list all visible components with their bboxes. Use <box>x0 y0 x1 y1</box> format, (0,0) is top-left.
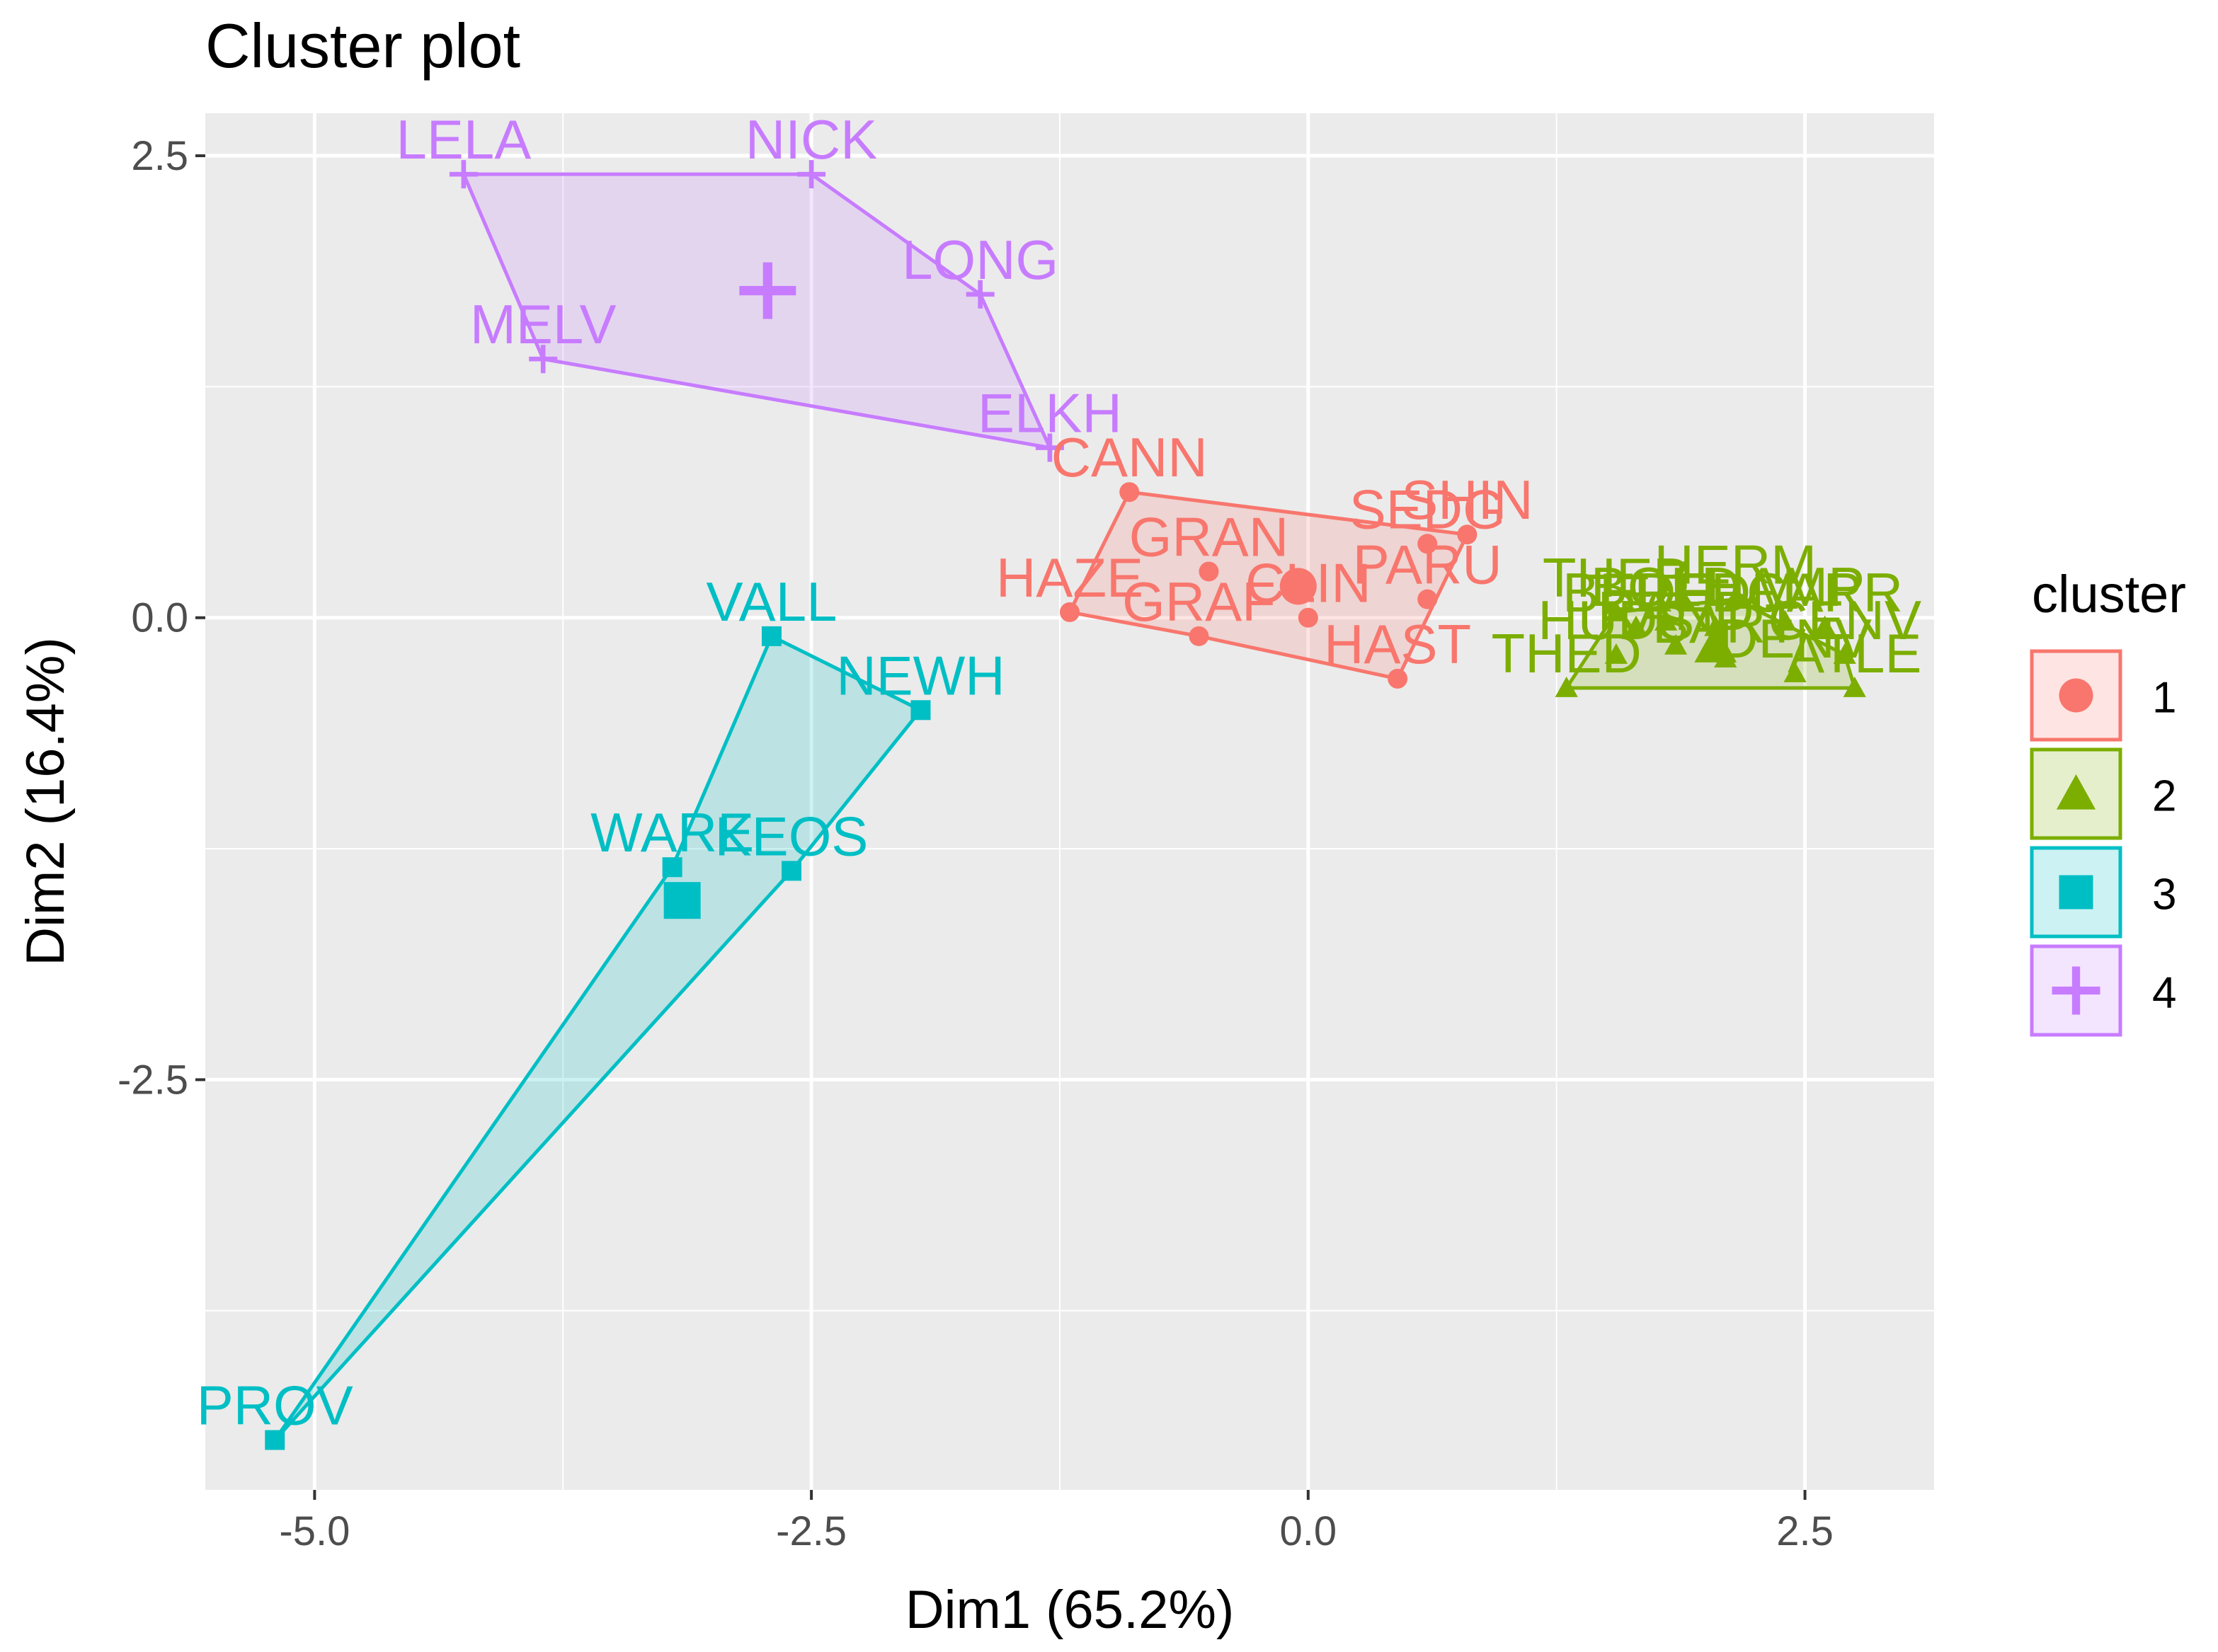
point-label-graf: GRAF <box>1122 570 1276 633</box>
legend-symbol-3 <box>2059 875 2093 910</box>
y-tick-label: 0.0 <box>131 595 188 641</box>
point-label-bedf: BEDF <box>1562 561 1710 624</box>
point-label-newh: NEWH <box>836 644 1005 706</box>
point-rand <box>1664 633 1688 655</box>
point-label-melv: MELV <box>470 293 617 355</box>
point-nick <box>797 160 826 189</box>
x-tick-label: 2.5 <box>1776 1508 1834 1554</box>
point-melv <box>529 345 558 374</box>
point-label-sedg: SEDG <box>1349 478 1506 540</box>
point-label-haze: HAZE <box>996 546 1143 609</box>
point-label-cenv: CENV <box>1768 589 1921 651</box>
point-haze <box>1060 602 1080 622</box>
legend-symbol-4 <box>2052 966 2100 1015</box>
point-vall <box>761 626 782 646</box>
point-label-long: LONG <box>902 229 1058 291</box>
centroid-cluster-4 <box>739 262 796 319</box>
point-label-clin: CLIN <box>1245 552 1371 614</box>
point-newh <box>910 700 931 721</box>
point-label-paru: PARU <box>1353 534 1502 596</box>
point-theb <box>1604 600 1628 621</box>
cluster-hulls <box>273 172 1857 1442</box>
point-label-nick: NICK <box>745 108 877 171</box>
point-label-thed: THED <box>1492 622 1642 684</box>
point-thed <box>1555 676 1578 697</box>
legend-label-3: 3 <box>2152 871 2176 919</box>
point-label-elkh: ELKH <box>978 382 1122 444</box>
chart-title: Cluster plot <box>205 11 521 81</box>
point-ware <box>662 857 682 878</box>
x-tick-label: -5.0 <box>279 1508 350 1554</box>
point-carr <box>1813 615 1836 636</box>
point-label-prov: PROV <box>197 1375 353 1437</box>
grid-lines <box>205 113 1934 1490</box>
legend-symbol-2 <box>2056 774 2096 810</box>
y-tick-label: -2.5 <box>118 1057 188 1103</box>
point-label-lela: LELA <box>396 108 531 171</box>
point-label-keos: KEOS <box>715 805 869 867</box>
point-huds <box>1604 643 1628 664</box>
point-label-rand: RAND <box>1598 580 1754 642</box>
point-label-vall: VALL <box>706 570 837 633</box>
y-axis-title: Dim2 (16.4%) <box>16 637 76 966</box>
point-cenv <box>1833 643 1856 664</box>
point-label-ware: WARE <box>590 801 754 864</box>
point-label-gran: GRAN <box>1129 505 1288 568</box>
point-denv <box>1783 661 1807 682</box>
cluster-hull-4 <box>462 172 1052 450</box>
point-elkh <box>1035 433 1064 462</box>
point-cann <box>1119 482 1140 503</box>
centroid-cluster-1 <box>1279 568 1317 605</box>
point-bedf <box>1624 615 1648 636</box>
point-shin <box>1457 524 1477 545</box>
point-label-atle: ATLE <box>1788 622 1921 684</box>
legend: cluster 1 2 3 4 <box>2030 565 2186 1037</box>
point-prov <box>265 1430 285 1450</box>
point-herm <box>1724 587 1747 609</box>
point-label-bart: BART <box>1652 592 1799 655</box>
legend-key-1 <box>2030 649 2122 742</box>
x-axis-title: Dim1 (65.2%) <box>905 1580 1235 1640</box>
point-hamp <box>1773 609 1797 631</box>
legend-label-4: 4 <box>2152 969 2176 1018</box>
point-lela <box>449 160 478 189</box>
legend-label-2: 2 <box>2152 772 2176 821</box>
point-label-cann: CANN <box>1051 426 1208 488</box>
cluster-hull-3 <box>273 634 922 1442</box>
point-atle <box>1843 676 1866 697</box>
point-label-herm: HERM <box>1654 534 1817 596</box>
y-tick-label: 2.5 <box>131 133 188 179</box>
centroid-cluster-2 <box>1694 624 1737 662</box>
point-paru <box>1417 589 1438 609</box>
point-hast <box>1388 668 1408 689</box>
legend-label-1: 1 <box>2152 674 2176 723</box>
point-graf <box>1189 626 1209 646</box>
axes: -5.0 -2.5 0.0 2.5 -2.5 0.0 2.5 Dim1 (65.2%) Dim2… <box>16 133 1834 1640</box>
point-gran <box>1199 561 1219 582</box>
point-label-hast: HAST <box>1324 613 1471 675</box>
legend-symbol-1 <box>2059 678 2093 713</box>
x-tick-label: 0.0 <box>1280 1508 1337 1554</box>
point-label-theb: THEB <box>1543 546 1690 609</box>
x-tick-label: -2.5 <box>776 1508 847 1554</box>
point-label-hamp: HAMP <box>1705 556 1865 618</box>
point-clin <box>1298 607 1318 628</box>
legend-title: cluster <box>2032 565 2186 624</box>
point-label-shin: SHIN <box>1401 469 1533 531</box>
point-sedg <box>1417 534 1438 554</box>
point-keos <box>782 861 802 881</box>
centroid-cluster-3 <box>663 882 701 919</box>
point-label-bold: BOLD <box>1591 556 1741 618</box>
plot-panel <box>205 113 1934 1490</box>
point-long <box>966 280 995 309</box>
point-label-redm: REDM <box>1634 561 1797 624</box>
cluster-points <box>265 160 1866 1450</box>
point-label-huds: HUDS <box>1538 589 1694 651</box>
point-label-carr: CARR <box>1747 561 1903 624</box>
point-bold <box>1654 609 1678 631</box>
legend-key-2 <box>2030 747 2122 840</box>
point-label-denv: DENV <box>1718 607 1872 670</box>
